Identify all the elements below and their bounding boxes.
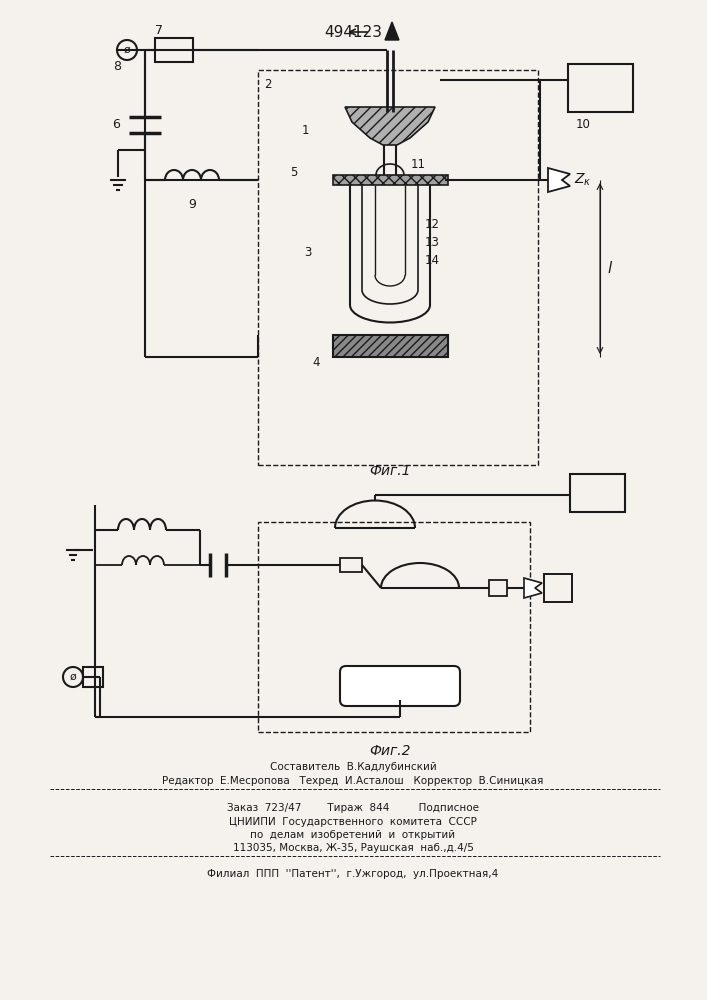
- Text: 11: 11: [411, 158, 426, 172]
- Text: 8: 8: [113, 60, 121, 73]
- Text: 494123: 494123: [324, 25, 382, 40]
- Text: 10: 10: [575, 118, 590, 131]
- Text: 13: 13: [425, 235, 440, 248]
- Text: ø: ø: [69, 672, 76, 682]
- Text: Фиг.2: Фиг.2: [369, 744, 411, 758]
- Text: $Z_\kappa$: $Z_\kappa$: [574, 172, 592, 188]
- Polygon shape: [385, 22, 399, 40]
- Text: ø: ø: [124, 45, 130, 55]
- Bar: [340, 558, 362, 572]
- Text: 14: 14: [424, 253, 440, 266]
- Bar: [544, 574, 572, 602]
- Text: 5: 5: [291, 165, 298, 178]
- Text: по  делам  изобретений  и  открытий: по делам изобретений и открытий: [250, 830, 455, 840]
- Text: ЦНИИПИ  Государственного  комитета  СССР: ЦНИИПИ Государственного комитета СССР: [229, 817, 477, 827]
- Polygon shape: [345, 107, 435, 145]
- Text: 12: 12: [424, 219, 440, 232]
- Bar: [258, 70, 538, 465]
- Polygon shape: [524, 578, 542, 598]
- Bar: [83, 667, 103, 687]
- Text: l: l: [607, 261, 612, 276]
- Bar: [258, 522, 530, 732]
- Text: Составитель  В.Кадлубинский: Составитель В.Кадлубинский: [269, 762, 436, 772]
- Text: 2: 2: [264, 79, 271, 92]
- Text: Филиал  ППП  ''Патент'',  г.Ужгород,  ул.Проектная,4: Филиал ППП ''Патент'', г.Ужгород, ул.Про…: [207, 869, 498, 879]
- Bar: [570, 474, 625, 512]
- Text: Редактор  Е.Месропова   Техред  И.Асталош   Корректор  В.Синицкая: Редактор Е.Месропова Техред И.Асталош Ко…: [163, 776, 544, 786]
- Text: 9: 9: [188, 198, 196, 211]
- Bar: [155, 38, 193, 62]
- Bar: [333, 175, 448, 185]
- Text: 113035, Москва, Ж-35, Раушская  наб.,д.4/5: 113035, Москва, Ж-35, Раушская наб.,д.4/…: [233, 843, 474, 853]
- Text: 3: 3: [304, 245, 312, 258]
- Text: 6: 6: [112, 118, 120, 131]
- Text: Заказ  723/47        Тираж  844         Подписное: Заказ 723/47 Тираж 844 Подписное: [227, 803, 479, 813]
- Text: 1: 1: [301, 123, 309, 136]
- Text: 4: 4: [312, 356, 320, 368]
- Bar: [568, 64, 633, 112]
- Polygon shape: [548, 168, 570, 192]
- Bar: [489, 580, 507, 596]
- Text: Фиг.1: Фиг.1: [369, 464, 411, 478]
- FancyBboxPatch shape: [340, 666, 460, 706]
- Text: 7: 7: [155, 24, 163, 37]
- Bar: [333, 335, 448, 357]
